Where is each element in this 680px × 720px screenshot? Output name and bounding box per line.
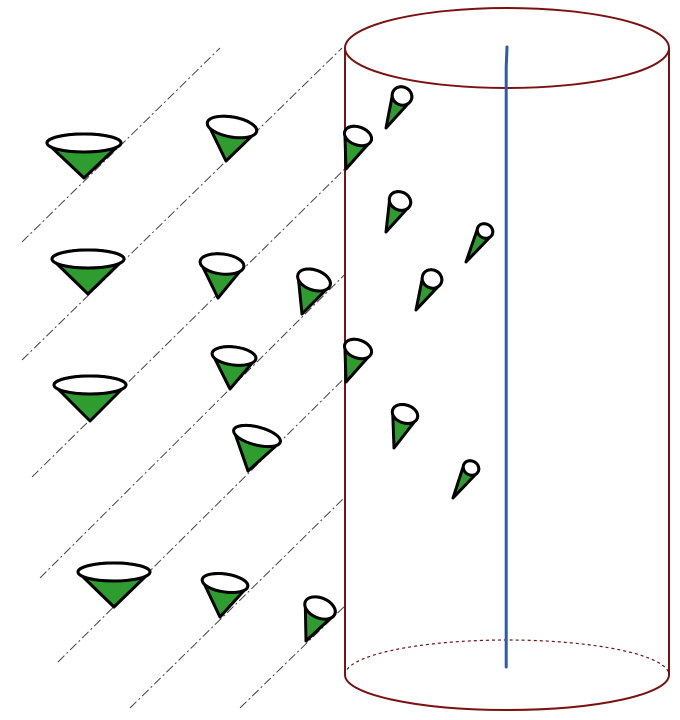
cone-rim-12 <box>342 124 374 148</box>
cone-icon <box>210 345 258 391</box>
cylinder-bottom-back <box>344 639 670 676</box>
cone-icon <box>52 374 128 423</box>
cone-icon <box>205 114 259 163</box>
cone-icon <box>50 248 126 296</box>
cone-rim-4 <box>76 561 152 583</box>
cylinder-bottom-front <box>344 674 670 711</box>
cone-icon <box>451 459 481 500</box>
cone-icon <box>464 222 495 264</box>
cone-rim-1 <box>45 132 123 154</box>
cone-icon <box>303 595 337 643</box>
guide-line-4 <box>39 117 503 579</box>
cone-icon <box>232 423 282 473</box>
cones-group <box>45 85 495 643</box>
cone-rim-13 <box>342 337 374 361</box>
guide-line-2 <box>21 47 343 361</box>
cone-icon <box>342 337 374 384</box>
cone-rim-19 <box>461 459 481 477</box>
cone-icon <box>414 268 444 312</box>
cone-icon <box>384 85 414 130</box>
cone-icon <box>200 571 250 619</box>
axis-group <box>504 45 509 669</box>
cone-rim-14 <box>390 85 414 107</box>
cone-rim-3 <box>52 374 128 396</box>
cone-rim-5 <box>205 114 259 140</box>
cone-rim-17 <box>390 403 420 425</box>
cone-icon <box>390 403 420 450</box>
cone-icon <box>342 124 374 171</box>
cone-rim-8 <box>232 423 282 449</box>
cone-rim-11 <box>303 595 337 621</box>
cone-rim-16 <box>420 268 444 290</box>
cone-rim-2 <box>50 248 126 270</box>
cone-icon <box>76 561 152 609</box>
cone-icon <box>384 190 413 234</box>
cone-icon <box>198 252 246 300</box>
cone-rim-18 <box>475 222 495 240</box>
axis-line <box>504 45 509 669</box>
cone-icon <box>45 132 123 180</box>
cone-rim-7 <box>210 345 258 367</box>
cone-rim-6 <box>198 252 246 276</box>
cone-rim-10 <box>296 267 332 293</box>
cone-rim-15 <box>387 190 413 212</box>
cone-icon <box>296 267 332 316</box>
cone-rim-9 <box>200 571 250 595</box>
